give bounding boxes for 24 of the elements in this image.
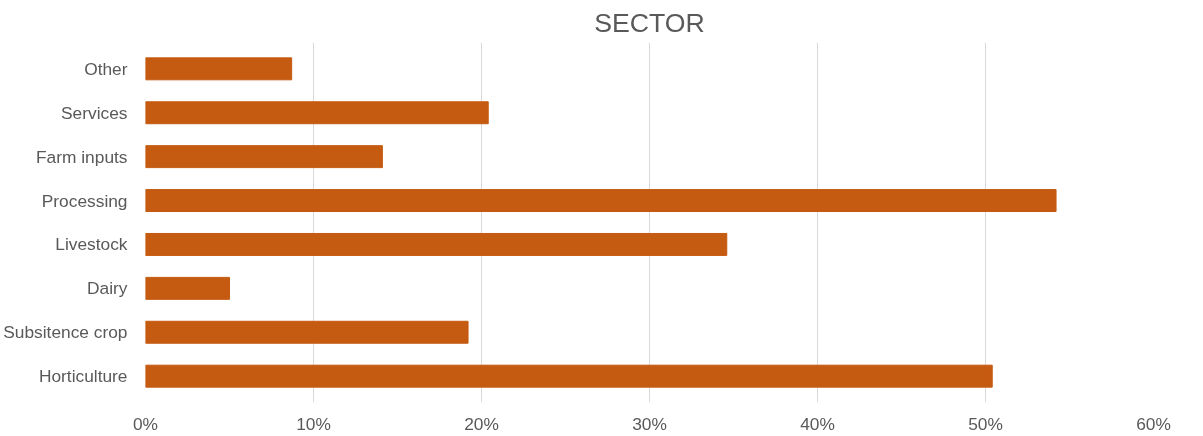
x-tick-label: 60% <box>1136 413 1171 434</box>
y-tick-label: Services <box>61 102 128 123</box>
y-tick-label: Subsitence crop <box>3 322 128 343</box>
bar <box>145 364 993 388</box>
x-tick-label: 0% <box>132 413 159 434</box>
bar <box>145 232 728 256</box>
y-tick-label: Farm inputs <box>36 146 128 167</box>
x-tick-label: 20% <box>464 413 499 434</box>
x-tick-label: 10% <box>296 413 331 434</box>
x-tick-label: 40% <box>800 413 835 434</box>
y-tick-label: Horticulture <box>38 366 128 387</box>
y-tick-label: Dairy <box>87 278 128 299</box>
chart-title: SECTOR <box>594 7 705 38</box>
y-tick-label: Other <box>84 58 128 79</box>
bar <box>145 189 1057 213</box>
bar <box>145 101 489 125</box>
y-tick-label: Livestock <box>55 234 128 255</box>
y-tick-label: Processing <box>41 190 128 211</box>
x-tick-label: 30% <box>632 413 667 434</box>
bar <box>145 276 230 300</box>
x-tick-label: 50% <box>968 413 1003 434</box>
bar <box>145 320 469 344</box>
bar <box>145 57 293 81</box>
bar <box>145 145 383 169</box>
